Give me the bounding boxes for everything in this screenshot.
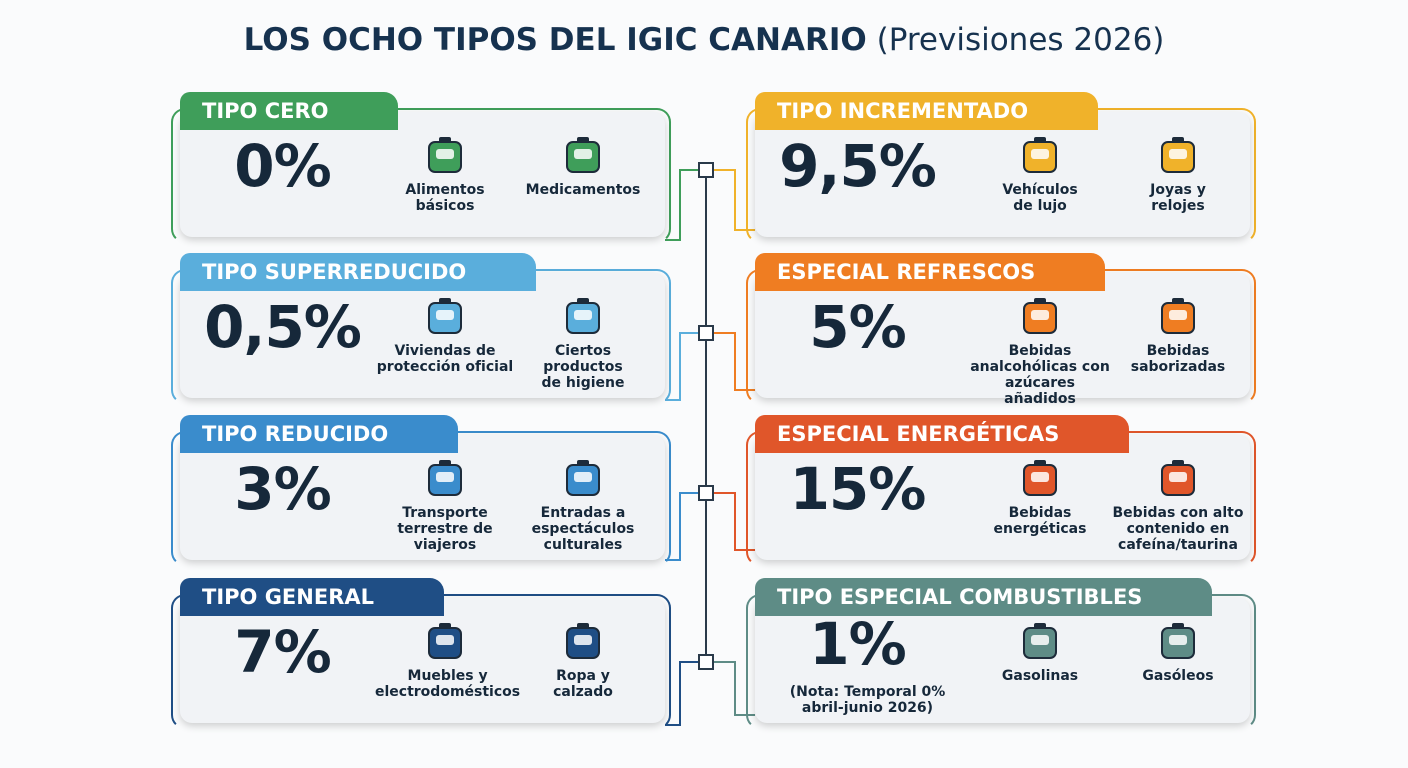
item-label: Bebidas saborizadas (1130, 343, 1226, 375)
item-label: Medicamentos (525, 182, 641, 198)
item-label: Alimentos básicos (405, 182, 485, 214)
rate-card: TIPO REDUCIDO 3% Transporte terrestre de v… (171, 415, 671, 566)
title-main: LOS OCHO TIPOS DEL IGIC CANARIO (243, 22, 867, 58)
item-icon (1161, 460, 1195, 496)
item-icon (566, 460, 600, 496)
item-icon (1023, 460, 1057, 496)
item-icon (428, 623, 462, 659)
category-item: Ciertos productos de higiene (513, 295, 653, 391)
card-body (180, 435, 665, 560)
card-label: ESPECIAL ENERGÉTICAS (755, 415, 1130, 453)
card-label: TIPO CERO (180, 92, 399, 130)
card-frame (171, 108, 671, 243)
category-item: Gasóleos (1108, 620, 1248, 684)
item-label: Viviendas de protección oficial (376, 343, 514, 375)
category-item: Alimentos básicos (375, 134, 515, 214)
item-icon (566, 137, 600, 173)
rate-value: 1% (809, 610, 906, 678)
item-label: Muebles y electrodomésticos (375, 668, 521, 700)
item-icon (1161, 137, 1195, 173)
rate-card: TIPO CERO 0% Alimentos básicos Medicamentos (171, 92, 671, 243)
category-item: Ropa y calzado (513, 620, 653, 700)
category-item: Bebidas energéticas (970, 457, 1110, 537)
category-item: Entradas a espectáculos culturales (513, 457, 653, 553)
card-label: TIPO GENERAL (180, 578, 444, 616)
item-label: Bebidas analcohólicas con azúcares añadi… (970, 343, 1110, 407)
rate-value: 5% (809, 293, 906, 361)
item-label: Vehículos de lujo (1002, 182, 1078, 214)
item-label: Ciertos productos de higiene (541, 343, 625, 391)
rate-value: 0% (234, 132, 331, 200)
rate-card: ESPECIAL REFRESCOS 5% Bebidas analcohólica… (746, 253, 1256, 407)
rate-note: (Nota: Temporal 0% abril-junio 2026) (789, 684, 946, 716)
item-label: Entradas a espectáculos culturales (531, 505, 635, 553)
item-icon (1023, 137, 1057, 173)
category-item: Joyas y relojes (1108, 134, 1248, 214)
rate-card: TIPO GENERAL 7% Muebles y electrodoméstico… (171, 578, 671, 729)
item-icon (1161, 298, 1195, 334)
category-item: Bebidas con alto contenido en cafeína/ta… (1108, 457, 1248, 553)
title: LOS OCHO TIPOS DEL IGIC CANARIO (Previsi… (0, 22, 1408, 58)
item-label: Joyas y relojes (1150, 182, 1206, 214)
card-body (755, 112, 1250, 237)
card-label: TIPO SUPERREDUCIDO (180, 253, 537, 291)
item-icon (1161, 623, 1195, 659)
rate-value: 3% (234, 455, 331, 523)
rate-card: TIPO SUPERREDUCIDO 0,5% Viviendas de prote… (171, 253, 671, 404)
item-icon (1023, 298, 1057, 334)
card-label: TIPO INCREMENTADO (755, 92, 1099, 130)
item-icon (566, 298, 600, 334)
rate-card: ESPECIAL ENERGÉTICAS 15% Bebidas energétic… (746, 415, 1256, 566)
title-sub: (Previsiones 2026) (876, 22, 1165, 58)
rate-card: TIPO INCREMENTADO 9,5% Vehículos de lujo Jo… (746, 92, 1256, 243)
category-item: Transporte terrestre de viajeros (375, 457, 515, 553)
card-body (180, 598, 665, 723)
category-item: Vehículos de lujo (970, 134, 1110, 214)
category-item: Bebidas analcohólicas con azúcares añadi… (970, 295, 1110, 407)
card-body (755, 273, 1250, 398)
item-icon (1023, 623, 1057, 659)
item-icon (428, 460, 462, 496)
rate-value: 7% (234, 618, 331, 686)
card-body (755, 435, 1250, 560)
card-label: ESPECIAL REFRESCOS (755, 253, 1106, 291)
card-body (755, 598, 1250, 723)
rate-value: 15% (789, 455, 927, 523)
item-icon (428, 137, 462, 173)
item-label: Ropa y calzado (553, 668, 613, 700)
item-icon (428, 298, 462, 334)
item-label: Bebidas energéticas (993, 505, 1087, 537)
card-label: TIPO REDUCIDO (180, 415, 459, 453)
category-item: Bebidas saborizadas (1108, 295, 1248, 375)
rate-value: 0,5% (204, 293, 362, 361)
item-icon (566, 623, 600, 659)
item-label: Gasolinas (1001, 668, 1079, 684)
card-label: TIPO ESPECIAL COMBUSTIBLES (755, 578, 1213, 616)
item-label: Transporte terrestre de viajeros (397, 505, 493, 553)
category-item: Viviendas de protección oficial (375, 295, 515, 375)
category-item: Gasolinas (970, 620, 1110, 684)
item-label: Bebidas con alto contenido en cafeína/ta… (1112, 505, 1244, 553)
category-item: Muebles y electrodomésticos (375, 620, 520, 700)
card-body (180, 112, 665, 237)
rate-value: 9,5% (779, 132, 937, 200)
item-label: Gasóleos (1142, 668, 1214, 684)
card-body (180, 273, 665, 398)
rate-card: TIPO ESPECIAL COMBUSTIBLES 1% (Nota: Tempo… (746, 578, 1256, 729)
category-item: Medicamentos (513, 134, 653, 198)
